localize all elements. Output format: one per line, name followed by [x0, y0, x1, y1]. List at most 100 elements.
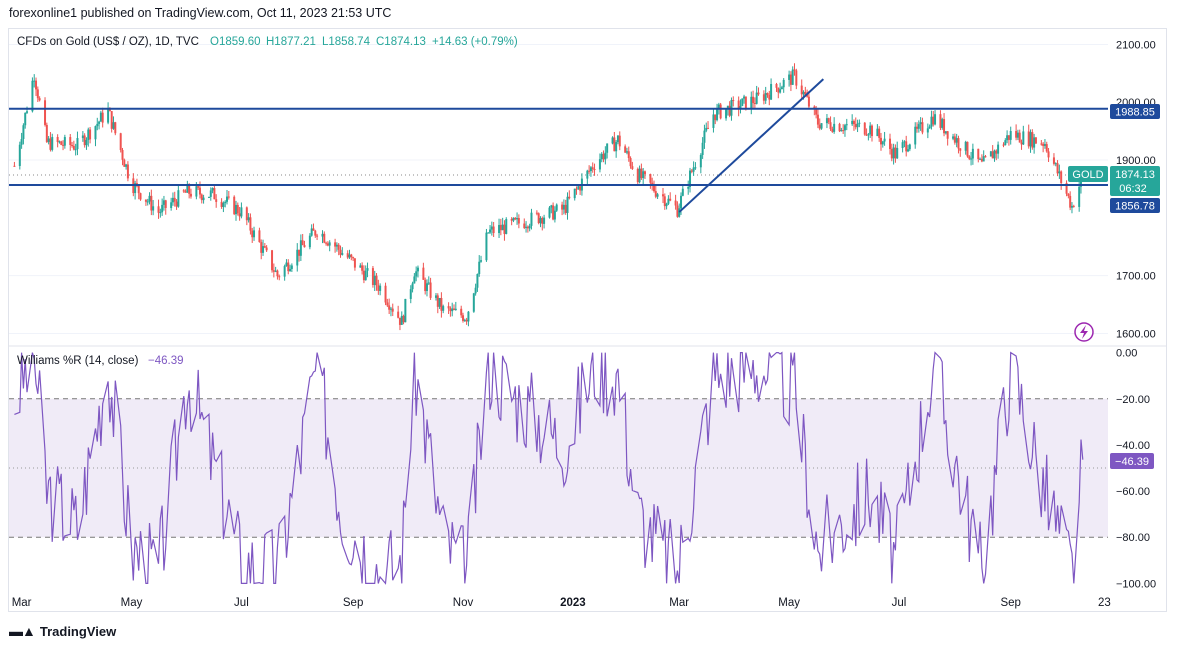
- candle-body: [968, 156, 971, 159]
- candle-body: [108, 108, 111, 112]
- candle-body: [869, 125, 872, 135]
- candle-body: [424, 279, 427, 292]
- candle-body: [588, 170, 591, 172]
- candle-body: [777, 87, 780, 93]
- candle-body: [680, 195, 683, 209]
- candle-body: [429, 282, 432, 298]
- candle-body: [807, 96, 810, 107]
- candle-body: [451, 308, 454, 312]
- candle-body: [310, 228, 313, 236]
- wr-tick-label: −20.00: [1116, 394, 1150, 406]
- candle-body: [289, 268, 292, 272]
- candle-body: [63, 137, 66, 146]
- candle-body: [427, 282, 430, 284]
- candle-body: [739, 105, 742, 110]
- candle-body: [854, 124, 857, 128]
- candle-body: [462, 315, 465, 321]
- candle-body: [903, 141, 906, 143]
- candle-body: [917, 124, 920, 129]
- candle-body: [663, 196, 666, 207]
- candle-body: [926, 128, 929, 133]
- candle-body: [876, 128, 879, 137]
- candle-body: [516, 218, 519, 220]
- candle-body: [753, 102, 756, 104]
- candle-body: [703, 130, 706, 143]
- candle-body: [573, 188, 576, 199]
- candle-body: [438, 297, 441, 307]
- candle-body: [1058, 171, 1061, 174]
- candle-body: [870, 125, 873, 137]
- candle-body: [375, 275, 378, 286]
- candle-body: [966, 141, 969, 157]
- candle-body: [905, 141, 908, 152]
- candle-body: [1065, 183, 1068, 194]
- candle-body: [1042, 143, 1045, 146]
- candle-body: [842, 130, 845, 132]
- candle-body: [894, 147, 897, 159]
- candle-body: [71, 144, 74, 146]
- candle-body: [863, 122, 866, 135]
- candle-body: [889, 138, 892, 150]
- candle-body: [189, 193, 192, 197]
- time-axis[interactable]: Mar May Jul Sep Nov 2023 Mar May Jul Sep 23: [12, 597, 1111, 609]
- candle-body: [640, 168, 643, 179]
- candle-body: [879, 137, 882, 145]
- candle-body: [934, 114, 937, 125]
- candle-body: [1043, 144, 1046, 146]
- time-tick-label: Jul: [892, 597, 907, 609]
- candle-body: [775, 83, 778, 88]
- candle-body: [366, 268, 369, 271]
- trend-line[interactable]: [678, 78, 825, 213]
- candle-body: [543, 217, 546, 224]
- candle-body: [251, 230, 254, 238]
- candle-body: [472, 293, 475, 312]
- candle-body: [487, 232, 490, 234]
- candle-body: [413, 276, 416, 284]
- candle-body: [51, 136, 54, 150]
- candle-body: [984, 156, 987, 158]
- time-tick-label: Mar: [669, 597, 689, 609]
- candle-body: [274, 270, 277, 272]
- candle-body: [157, 206, 160, 213]
- candle-body: [476, 274, 479, 288]
- williams-r-axis[interactable]: 0.00 −20.00 −40.00 −60.00 −80.00 −100.00: [1116, 348, 1156, 591]
- candle-body: [642, 171, 645, 179]
- candle-body: [883, 138, 886, 142]
- candle-body: [598, 159, 601, 170]
- candle-body: [692, 167, 695, 172]
- candle-body: [762, 94, 765, 101]
- candle-body: [651, 182, 654, 185]
- candle-body: [980, 158, 983, 162]
- candle-body: [148, 195, 151, 202]
- candle-body: [818, 124, 821, 129]
- candle-body: [1069, 195, 1072, 208]
- candle-body: [1029, 132, 1032, 147]
- candle-body: [833, 123, 836, 132]
- candle-body: [263, 246, 266, 248]
- price-pane[interactable]: [9, 63, 1108, 331]
- candle-body: [827, 118, 830, 123]
- candle-body: [146, 201, 149, 203]
- candle-body: [308, 235, 311, 248]
- candle-body: [323, 233, 326, 243]
- candle-body: [337, 244, 340, 250]
- candle-body: [162, 200, 165, 205]
- candle-body: [649, 174, 652, 183]
- wr-tick-label: −60.00: [1116, 486, 1150, 498]
- footer-brand[interactable]: ▬▲ TradingView: [9, 623, 116, 639]
- williams-r-pane[interactable]: [9, 351, 1108, 585]
- candle-body: [979, 158, 982, 160]
- candle-body: [188, 184, 191, 194]
- candle-body: [782, 79, 785, 88]
- candle-body: [907, 149, 910, 152]
- lightning-icon[interactable]: [1074, 322, 1094, 342]
- candle-body: [26, 111, 29, 113]
- candle-body: [434, 295, 437, 298]
- candle-body: [867, 134, 870, 136]
- candle-body: [276, 270, 279, 277]
- candle-body: [618, 135, 621, 147]
- candle-body: [467, 311, 470, 322]
- candle-body: [272, 270, 275, 272]
- candle-body: [661, 194, 664, 197]
